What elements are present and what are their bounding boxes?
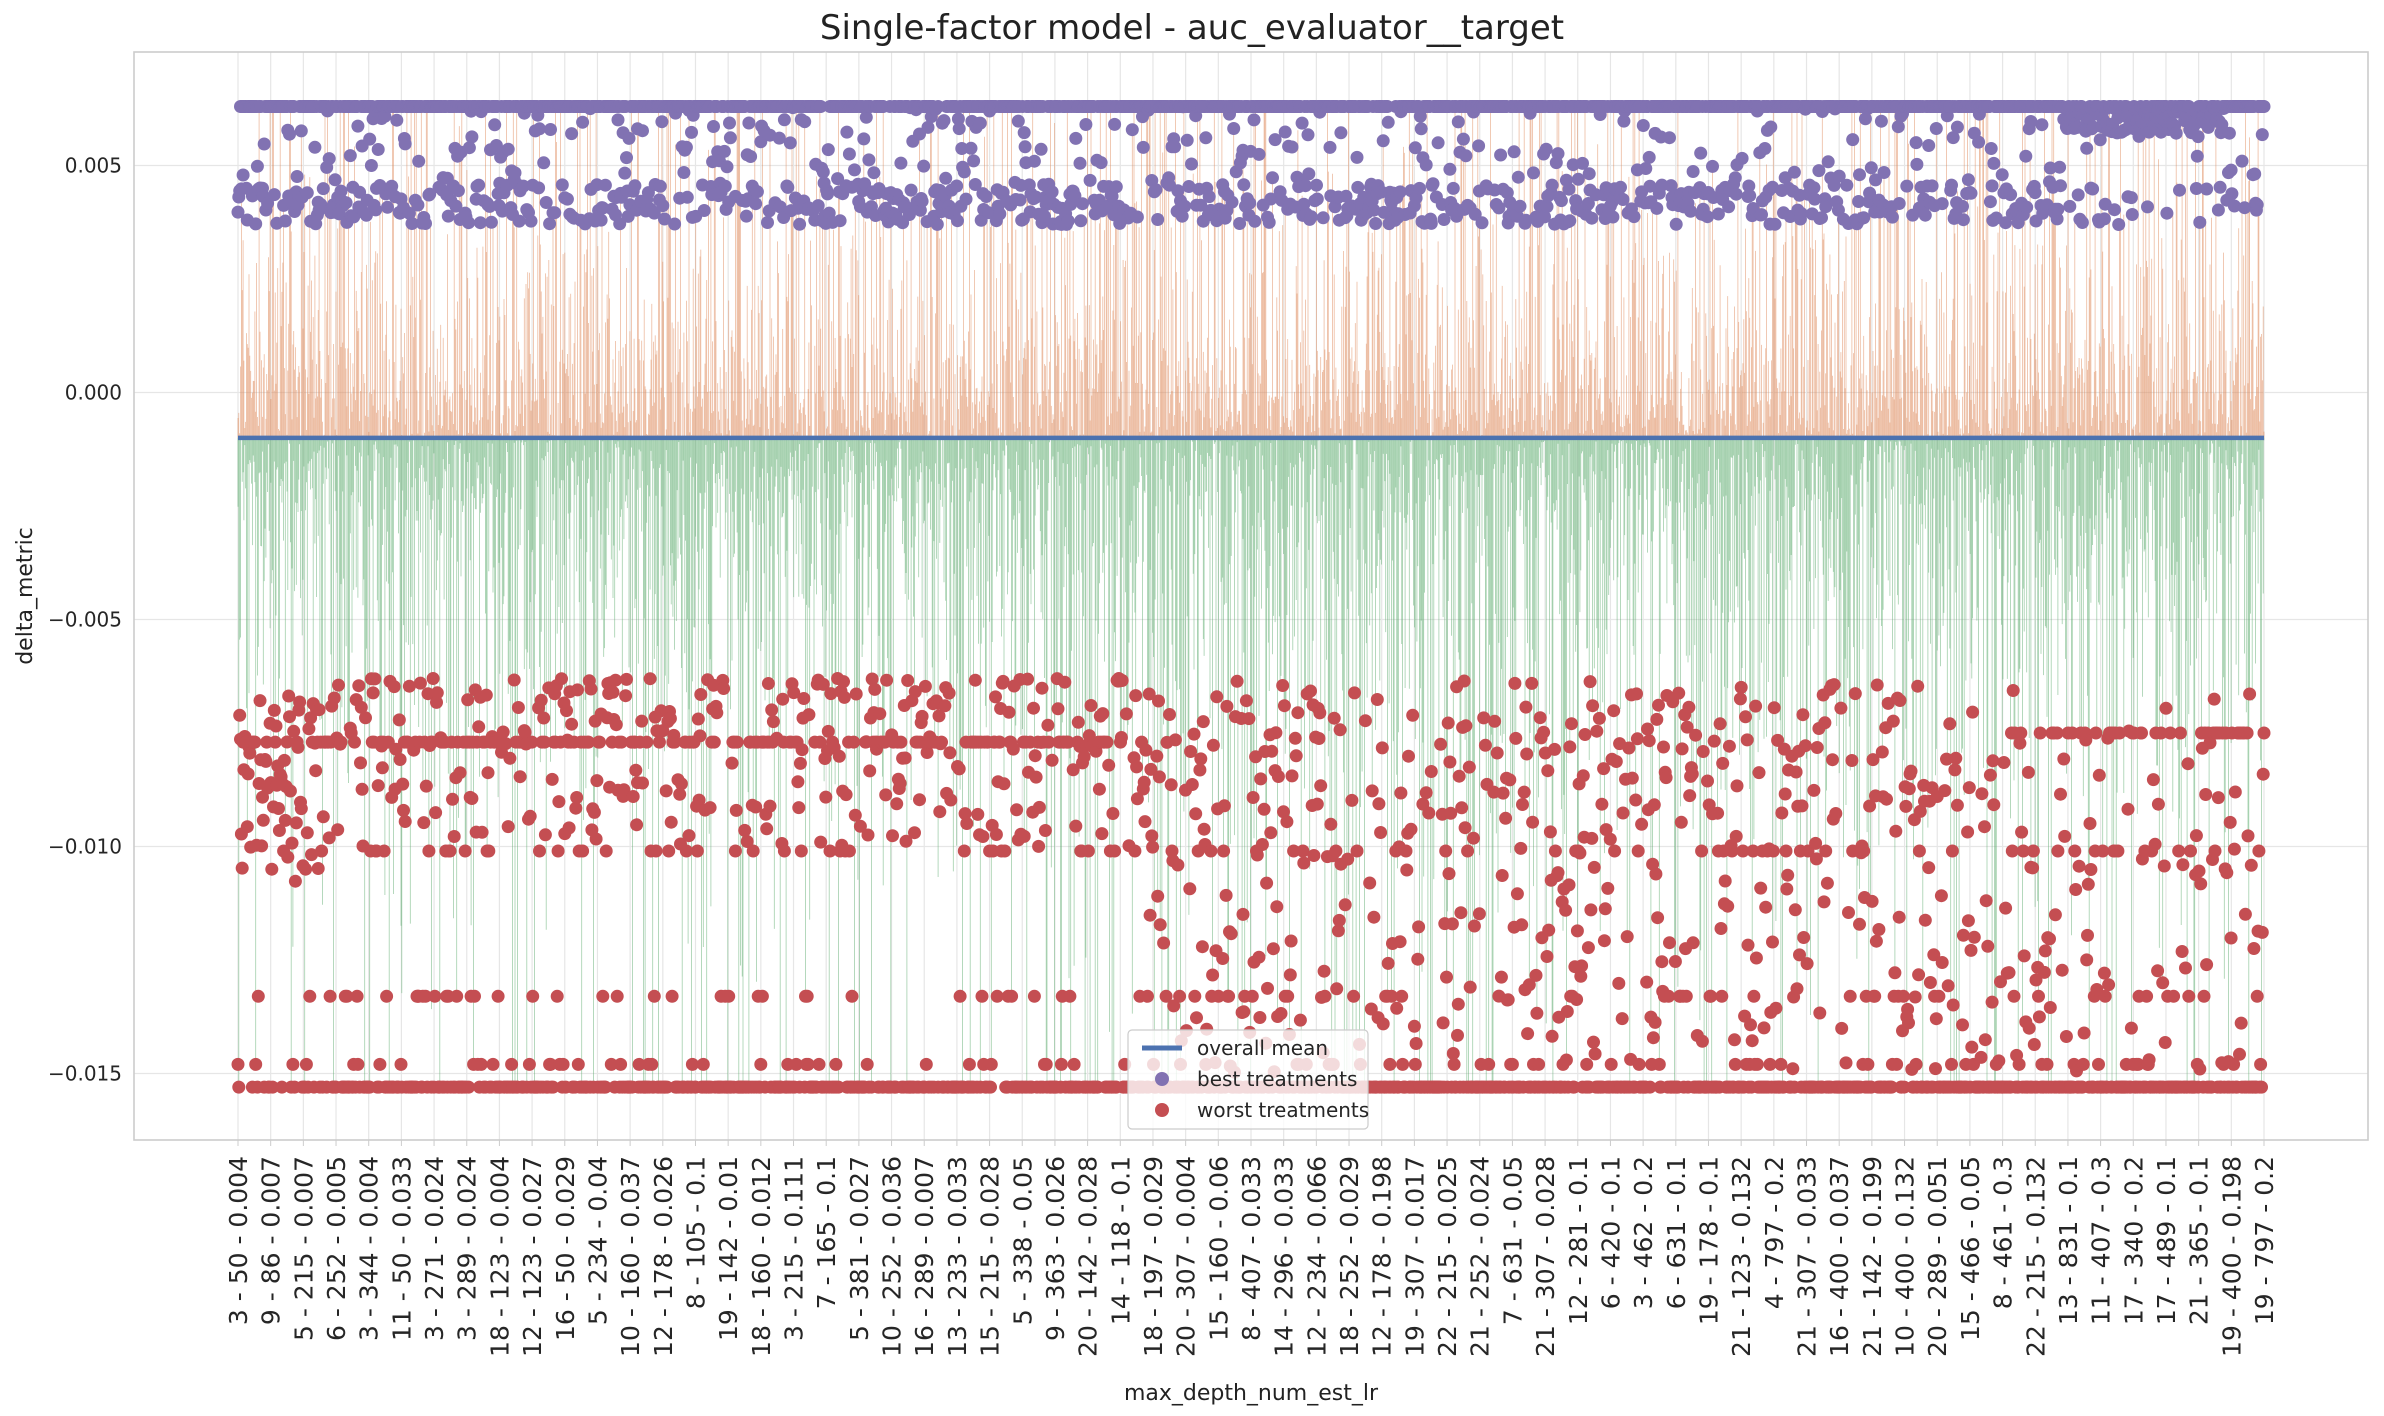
best-treatment-point [278, 214, 292, 228]
best-treatment-point [328, 173, 342, 187]
best-treatment-point [231, 205, 245, 219]
best-treatment-point [283, 127, 296, 141]
best-treatment-point [308, 140, 322, 154]
best-treatment-point [290, 170, 304, 183]
best-treatment-point [334, 184, 348, 198]
best-treatment-point [300, 186, 314, 200]
best-treatment-point [294, 124, 308, 138]
best-treatment-point [267, 188, 281, 202]
best-treatment-point [322, 152, 336, 166]
best-treatments-layer [231, 100, 2271, 231]
best-treatment-point [236, 168, 250, 182]
best-treatment-point [250, 159, 264, 173]
best-treatment-point [257, 137, 271, 151]
grid-layer [134, 52, 2368, 1140]
chart-title: Single-factor model - auc_evaluator__tar… [820, 8, 1564, 48]
best-treatment-point [316, 182, 330, 196]
stems-layer [237, 106, 2265, 1088]
best-treatment-point [249, 217, 263, 231]
